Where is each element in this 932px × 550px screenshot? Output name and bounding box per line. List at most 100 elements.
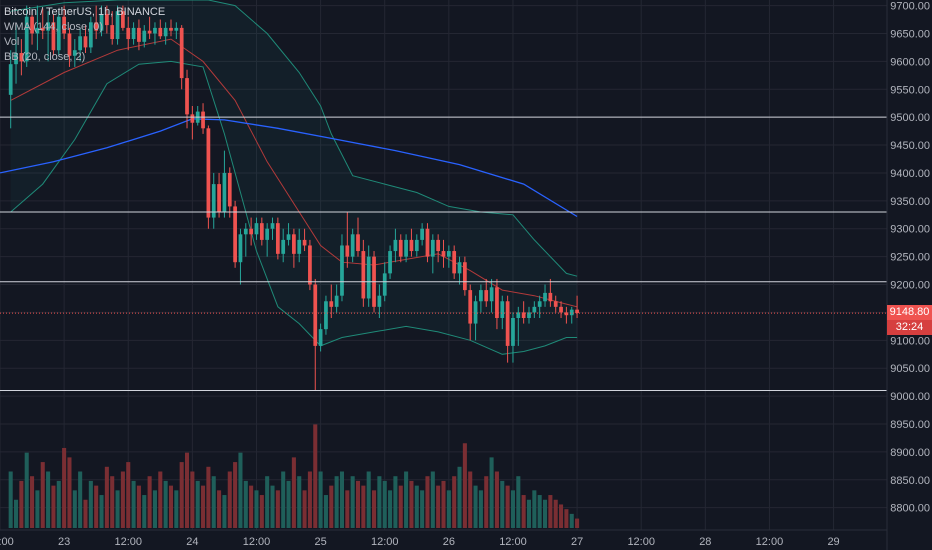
candle-body xyxy=(51,22,56,51)
volume-bar xyxy=(56,480,61,528)
candle-body xyxy=(270,223,275,229)
candle-body xyxy=(559,306,563,313)
candle xyxy=(211,172,216,229)
time-tick-label: 24 xyxy=(186,536,198,548)
volume-bar xyxy=(537,495,542,528)
volume-bar xyxy=(115,490,120,528)
candle xyxy=(88,16,93,53)
time-tick-label: 12:00 xyxy=(243,536,271,548)
candle xyxy=(14,25,18,84)
volume-bar xyxy=(510,490,515,528)
candle-body xyxy=(436,239,441,252)
wma-legend[interactable]: WMA (144, close, 0) xyxy=(4,21,104,33)
candle xyxy=(446,245,451,268)
candle-body xyxy=(361,251,366,299)
candle-body xyxy=(142,30,147,42)
volume-bar xyxy=(430,471,435,528)
candle-body xyxy=(356,234,360,252)
candle xyxy=(115,5,120,45)
candle-body xyxy=(67,33,72,56)
candle-body xyxy=(206,128,211,218)
bb-upper-line xyxy=(10,0,578,277)
volume-bar xyxy=(388,490,393,528)
candle xyxy=(121,5,125,31)
candle-body xyxy=(163,27,168,37)
candle xyxy=(259,217,264,246)
volume-bar xyxy=(281,471,286,528)
candle xyxy=(484,278,489,307)
symbol-title[interactable]: Bitcoin / TetherUS, 1h, BINANCE xyxy=(4,6,166,18)
candle xyxy=(398,234,403,263)
candle xyxy=(83,25,88,53)
candle-body xyxy=(324,301,328,330)
candle-body xyxy=(104,13,109,26)
volume-bar xyxy=(468,471,473,528)
candle xyxy=(532,301,537,318)
time-axis: 12:00 23 12:00 24 12:00 25 12:00 26 12:00 27 12:00… xyxy=(0,536,840,548)
candle xyxy=(78,27,83,62)
candle xyxy=(569,306,574,324)
volume-bar xyxy=(99,495,104,528)
candle-body xyxy=(553,301,558,307)
candle xyxy=(521,301,526,324)
candle-body xyxy=(131,27,136,40)
candle xyxy=(126,16,131,51)
candle xyxy=(8,50,13,129)
volume-bar xyxy=(110,476,115,528)
candle xyxy=(388,245,392,279)
volume-bar xyxy=(142,495,147,528)
candle-body xyxy=(281,239,286,254)
price-tick-label: 9600.00 xyxy=(890,56,930,68)
volume-bar xyxy=(345,490,350,528)
volume-bar xyxy=(136,485,141,528)
candle-body xyxy=(569,309,574,316)
volume-bar xyxy=(35,490,40,528)
candle-body xyxy=(286,234,291,240)
candle xyxy=(537,295,542,318)
candle-body xyxy=(62,16,66,34)
volume-bar xyxy=(83,499,88,528)
volume-bar xyxy=(222,495,227,528)
volume-bar xyxy=(500,480,505,528)
candle-body xyxy=(158,27,163,37)
candle xyxy=(329,284,334,318)
volume-bar xyxy=(542,499,548,528)
volume-bar xyxy=(254,490,259,528)
volume-bar xyxy=(62,447,67,528)
candle xyxy=(313,278,318,391)
price-tick-label: 9250.00 xyxy=(890,252,930,264)
volume-bar xyxy=(377,476,382,528)
candle-body xyxy=(233,206,237,263)
candle-body xyxy=(227,172,232,207)
volume-bar xyxy=(355,480,361,528)
candle-body xyxy=(334,295,339,307)
candle xyxy=(441,239,446,268)
price-tick-label: 9100.00 xyxy=(890,335,930,347)
volume-bar xyxy=(291,457,296,528)
volume-bar xyxy=(516,476,521,528)
vol-legend[interactable]: Vol xyxy=(4,36,20,48)
bb-legend[interactable]: BB (20, close, 2) xyxy=(4,51,86,63)
volume-bar xyxy=(323,495,328,528)
candle xyxy=(62,5,66,40)
volume-bar xyxy=(564,509,569,528)
volume-bars xyxy=(8,424,580,528)
candle xyxy=(420,223,424,246)
candle xyxy=(516,306,521,346)
candle xyxy=(217,172,221,218)
candle xyxy=(318,323,323,352)
price-tick-label: 9550.00 xyxy=(890,84,930,96)
volume-bar xyxy=(30,476,35,528)
candle-body xyxy=(516,312,521,318)
volume-bar xyxy=(339,471,345,528)
volume-bar xyxy=(313,424,318,528)
candle xyxy=(142,25,147,48)
candle xyxy=(227,167,232,218)
candle-body xyxy=(377,295,382,307)
candle xyxy=(233,200,237,268)
volume-bar xyxy=(425,476,430,528)
time-tick-label: 25 xyxy=(314,536,326,548)
candle xyxy=(286,223,291,246)
volume-bar xyxy=(446,490,451,528)
